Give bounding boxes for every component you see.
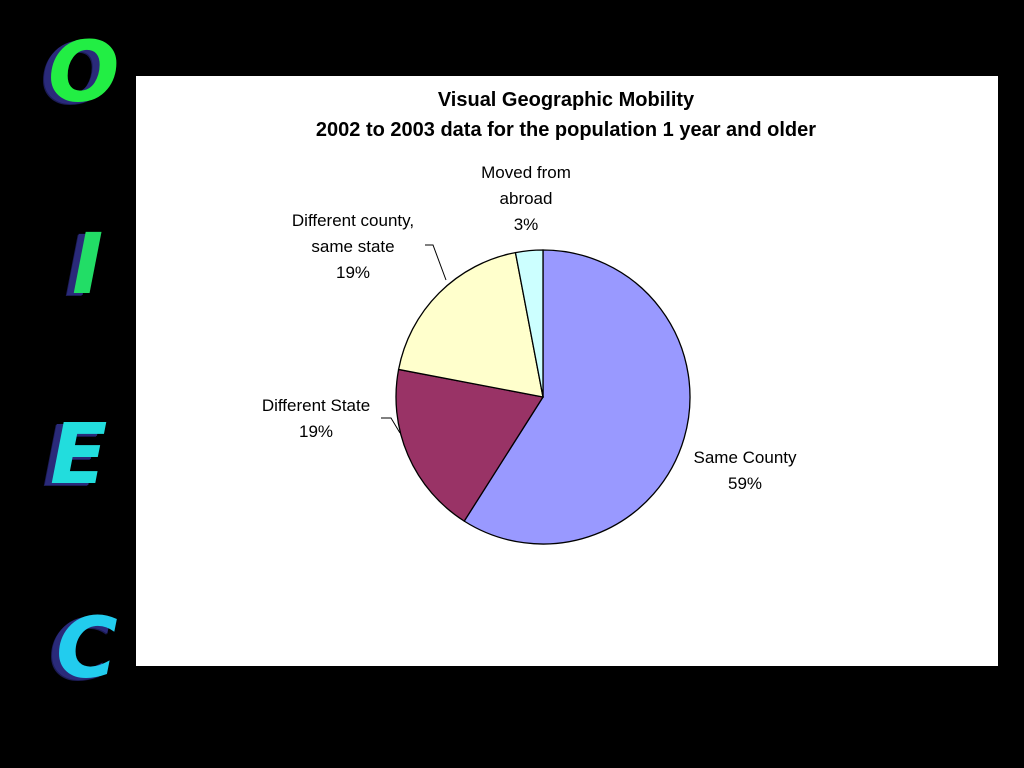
leader-line-different-state xyxy=(381,417,401,434)
leader-lines xyxy=(381,244,447,434)
slice-labels: Same County 59%Different State 19%Differen… xyxy=(262,163,797,493)
data-label-moved-from-abroad: Moved from abroad 3% xyxy=(481,163,571,234)
slice-percent: 19% xyxy=(299,422,333,441)
pie-slice-same-county xyxy=(463,249,691,545)
slice-percent: 3% xyxy=(514,215,539,234)
slice-label-line: Same County xyxy=(694,448,797,467)
pie-slice-moved-from-abroad xyxy=(514,249,544,398)
data-label-different-county-same-state: Different county, same state 19% xyxy=(292,211,414,282)
slice-label-line: same state xyxy=(311,237,394,256)
slice-label-line: Different State xyxy=(262,396,370,415)
pie-chart: Visual Geographic Mobility 2002 to 2003 … xyxy=(262,89,816,545)
side-letter-o: O xyxy=(48,23,120,121)
side-letter-i: I xyxy=(72,215,104,313)
slice-label-line: Different county, xyxy=(292,211,414,230)
pie-slices xyxy=(395,249,691,545)
chart-panel: Visual Geographic Mobility 2002 to 2003 … xyxy=(136,76,998,666)
slice-label-line: Moved from xyxy=(481,163,571,182)
pie-slice-different-county-same-state xyxy=(397,251,544,398)
chart-title: Visual Geographic Mobility xyxy=(438,89,695,111)
pie-slice-different-state xyxy=(395,368,545,523)
slice-label-line: abroad xyxy=(500,189,553,208)
leader-line-different-county-same-state xyxy=(425,244,447,281)
chart-subtitle: 2002 to 2003 data for the population 1 y… xyxy=(316,119,816,141)
side-letter-e: E xyxy=(50,405,108,503)
side-letter-c: C xyxy=(56,599,118,697)
slice-percent: 59% xyxy=(728,474,762,493)
data-label-same-county: Same County 59% xyxy=(694,448,797,493)
slice-percent: 19% xyxy=(336,263,370,282)
data-label-different-state: Different State 19% xyxy=(262,396,370,441)
